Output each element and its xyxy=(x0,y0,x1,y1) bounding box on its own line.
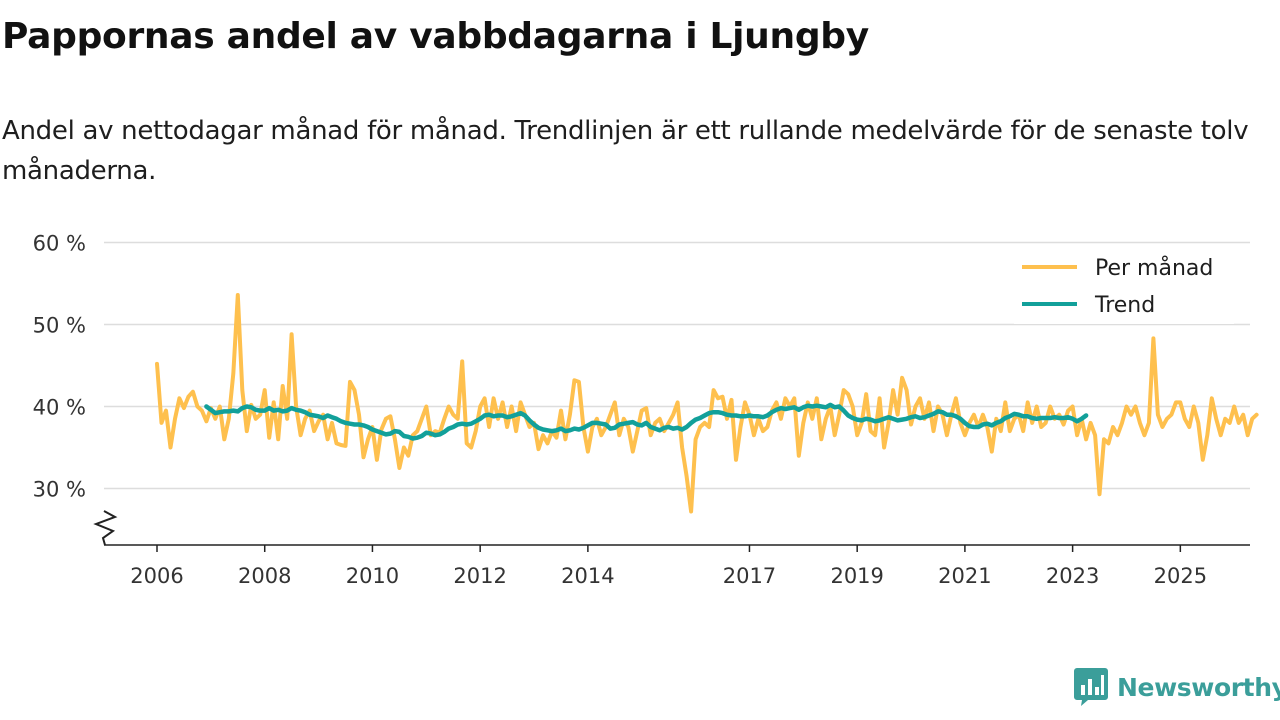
series-lines xyxy=(155,293,1259,514)
x-tick-label-2010: 2010 xyxy=(346,564,399,588)
newsworthy-chart-icon xyxy=(1074,668,1108,706)
brand-name: Newsworthy xyxy=(1117,672,1280,702)
y-tick-label-50: 50 % xyxy=(33,314,86,338)
series-line-per-manad xyxy=(155,293,1259,514)
y-tick-label-40: 40 % xyxy=(33,396,86,420)
x-tick-label-2019: 2019 xyxy=(830,564,883,588)
x-tick-label-2008: 2008 xyxy=(238,564,291,588)
chart-title: Pappornas andel av vabbdagarna i Ljungby xyxy=(2,16,869,57)
x-tick-label-2006: 2006 xyxy=(130,564,183,588)
x-tick-label-2025: 2025 xyxy=(1154,564,1207,588)
series-line-trend xyxy=(204,402,1089,441)
legend-label-trend: Trend xyxy=(1094,293,1155,318)
x-tick-label-2014: 2014 xyxy=(561,564,614,588)
y-tick-label-60: 60 % xyxy=(33,232,86,256)
legend: Per månad Trend xyxy=(1014,248,1234,324)
legend-label-per-manad: Per månad xyxy=(1095,255,1213,281)
legend-background xyxy=(1014,248,1234,324)
newsworthy-logo: Newsworthy xyxy=(1074,668,1280,706)
x-tick-label-2021: 2021 xyxy=(938,564,991,588)
x-tick-label-2012: 2012 xyxy=(453,564,506,588)
y-axis-tick-labels: 30 % 40 % 50 % 60 % xyxy=(33,232,86,502)
chart-subtitle: Andel av nettodagar månad för månad. Tre… xyxy=(2,116,1249,186)
axis-break-marker xyxy=(93,510,118,546)
x-tick-label-2023: 2023 xyxy=(1046,564,1099,588)
y-tick-label-30: 30 % xyxy=(33,478,86,502)
x-tick-label-2017: 2017 xyxy=(723,564,776,588)
x-axis: 2006 2008 2010 2012 2014 2017 2019 2021 2023 2025 xyxy=(93,510,1250,588)
